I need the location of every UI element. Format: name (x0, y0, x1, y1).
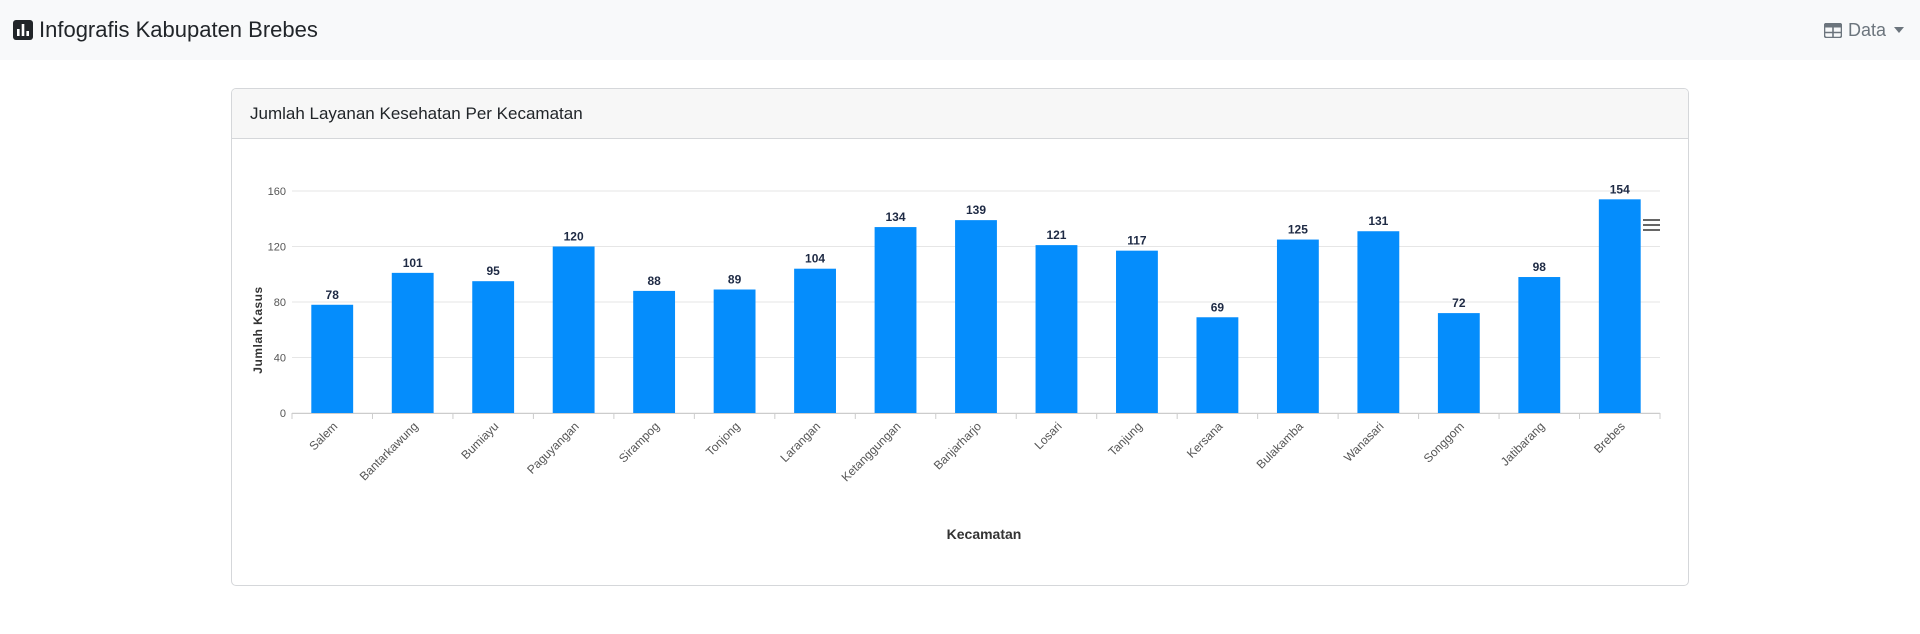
chart-menu-button[interactable] (1640, 215, 1662, 233)
bar-chart: 78 101 95 120 88 89 104 134 139 121 117 69 125 131 72 9… (251, 182, 1662, 542)
data-menu-label: Data (1847, 19, 1886, 40)
bar-losari[interactable] (1035, 245, 1078, 413)
data-label: 104 (805, 252, 825, 266)
x-tick-label: Losari (1032, 419, 1065, 452)
data-label: 78 (326, 288, 340, 302)
data-label: 125 (1288, 223, 1308, 237)
chart-card: Jumlah Layanan Kesehatan Per Kecamatan 7… (231, 88, 1689, 586)
data-label: 72 (1452, 296, 1466, 310)
data-label: 139 (966, 203, 986, 217)
bar-ketanggungan[interactable] (874, 227, 917, 413)
x-tick-label: Salem (306, 419, 340, 453)
bar-banjarharjo[interactable] (955, 220, 997, 413)
x-tick-label: Wanasari (1341, 419, 1386, 464)
bar-jatibarang[interactable] (1518, 277, 1561, 413)
x-tick-label: Bumiayu (458, 419, 501, 462)
brand-title: Infografis Kabupaten Brebes (39, 17, 318, 42)
bar-chart-icon (13, 20, 33, 40)
data-label: 95 (486, 264, 500, 278)
x-tick-label: Sirampog (616, 419, 662, 465)
bar-sirampog[interactable] (633, 290, 676, 413)
card-title: Jumlah Layanan Kesehatan Per Kecamatan (250, 103, 583, 123)
table-icon (1823, 22, 1842, 38)
x-tick-label: Jatibarang (1498, 419, 1548, 469)
data-label: 131 (1368, 214, 1388, 228)
x-tick-label: Tanjung (1105, 419, 1145, 459)
data-label: 101 (403, 256, 423, 270)
bar-bumiayu[interactable] (472, 281, 515, 413)
bar-wanasari[interactable] (1357, 231, 1400, 413)
x-tick-label: Tonjong (703, 419, 743, 459)
bar-salem[interactable] (311, 304, 354, 413)
brand-link[interactable]: Infografis Kabupaten Brebes (13, 17, 318, 43)
y-tick-label: 0 (280, 408, 286, 420)
x-tick-label: Ketanggungan (839, 419, 904, 484)
data-label: 89 (728, 273, 742, 287)
x-tick-label: Bantarkawung (357, 419, 421, 483)
bar-bantarkawung[interactable] (391, 272, 434, 413)
x-tick-label: Larangan (777, 419, 823, 465)
y-tick-label: 120 (268, 242, 286, 254)
data-label: 117 (1127, 234, 1147, 248)
bar-bulakamba[interactable] (1276, 239, 1319, 413)
data-dropdown-toggle[interactable]: Data (1823, 19, 1904, 41)
x-tick-label: Kersana (1184, 419, 1226, 461)
bar-tonjong[interactable] (713, 289, 756, 413)
bar-paguyangan[interactable] (552, 246, 595, 414)
x-tick-label: Songgom (1421, 419, 1467, 465)
data-label: 121 (1046, 228, 1066, 242)
x-tick-label: Bulakamba (1254, 419, 1307, 472)
data-label: 69 (1211, 300, 1225, 314)
x-axis-title: Kecamatan (947, 526, 1022, 542)
bar-larangan[interactable] (794, 268, 836, 413)
bar-songgom[interactable] (1437, 313, 1480, 413)
bar-kersana[interactable] (1196, 317, 1239, 413)
card-header: Jumlah Layanan Kesehatan Per Kecamatan (232, 89, 1688, 139)
y-axis-title: Jumlah Kasus (251, 286, 265, 373)
navbar: Infografis Kabupaten Brebes Data (0, 0, 1920, 60)
hamburger-menu-icon (1643, 219, 1660, 231)
chart-container: 78 101 95 120 88 89 104 134 139 121 117 69 125 131 72 9… (232, 139, 1688, 585)
y-tick-label: 80 (274, 297, 286, 309)
chevron-down-icon (1894, 27, 1904, 33)
y-tick-label: 160 (268, 186, 286, 198)
bar-tanjung[interactable] (1116, 250, 1158, 413)
x-tick-label: Brebes (1591, 419, 1628, 456)
x-tick-label: Paguyangan (524, 419, 582, 477)
data-label: 120 (564, 230, 584, 244)
data-label: 88 (647, 274, 661, 288)
data-label: 154 (1610, 182, 1630, 196)
x-tick-label: Banjarharjo (931, 419, 985, 473)
y-tick-label: 40 (274, 353, 286, 365)
data-label: 134 (886, 210, 906, 224)
data-label: 98 (1533, 260, 1547, 274)
bar-brebes[interactable] (1598, 199, 1641, 413)
